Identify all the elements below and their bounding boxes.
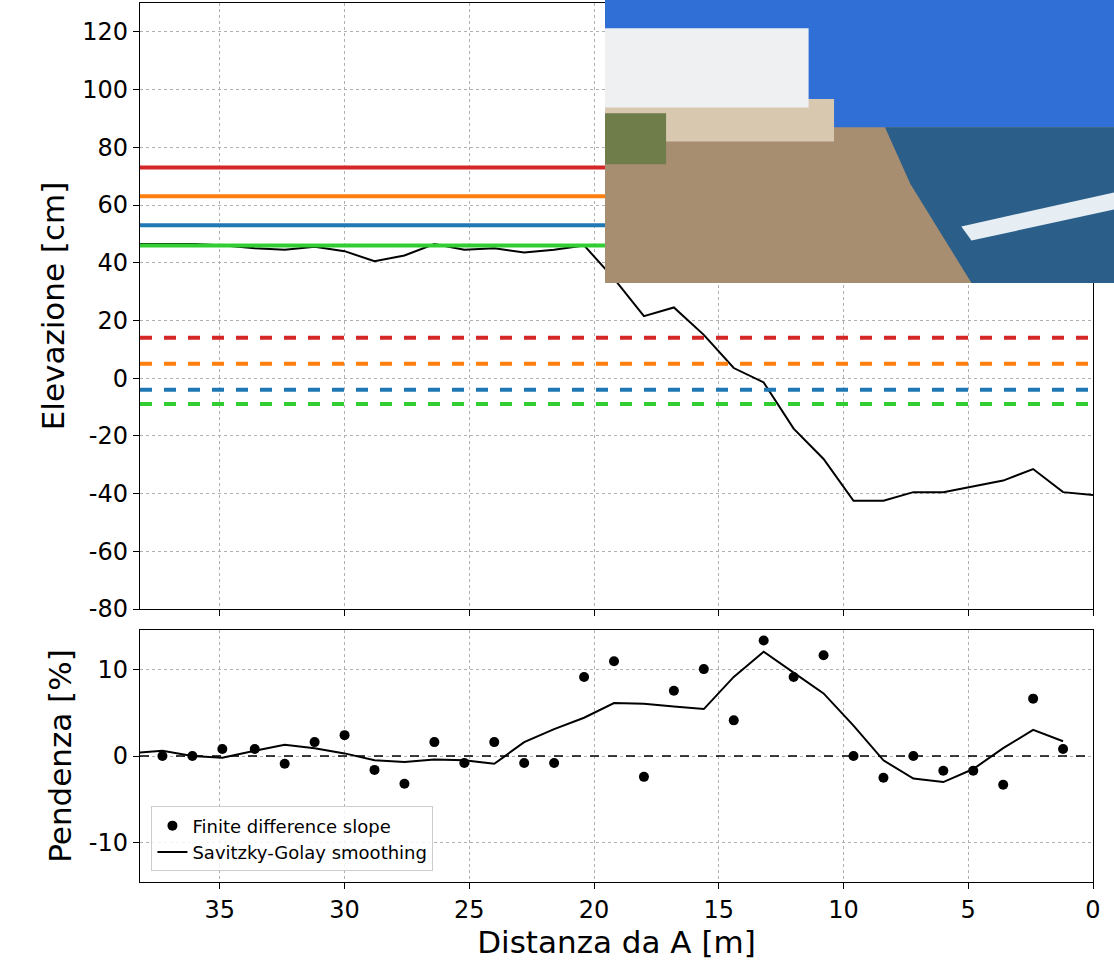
svg-text:80: 80: [97, 134, 128, 162]
svg-text:Savitzky-Golay smoothing: Savitzky-Golay smoothing: [192, 842, 427, 863]
svg-text:Finite difference slope: Finite difference slope: [192, 816, 390, 837]
svg-text:40: 40: [97, 249, 128, 277]
svg-text:25: 25: [454, 896, 485, 924]
svg-text:10: 10: [97, 656, 128, 684]
svg-text:10: 10: [828, 896, 859, 924]
svg-text:-20: -20: [89, 422, 128, 450]
svg-text:15: 15: [704, 896, 735, 924]
svg-text:0: 0: [1085, 896, 1100, 924]
svg-text:Pendenza [%]: Pendenza [%]: [42, 649, 78, 862]
svg-text:-80: -80: [89, 595, 128, 623]
svg-text:100: 100: [82, 76, 128, 104]
svg-text:35: 35: [205, 896, 236, 924]
svg-text:Distanza da A [m]: Distanza da A [m]: [477, 924, 756, 960]
svg-text:5: 5: [961, 896, 976, 924]
svg-text:-10: -10: [89, 829, 128, 857]
svg-text:-60: -60: [89, 538, 128, 566]
svg-text:30: 30: [329, 896, 360, 924]
svg-text:-40: -40: [89, 480, 128, 508]
svg-text:20: 20: [579, 896, 610, 924]
svg-text:Elevazione [cm]: Elevazione [cm]: [35, 182, 71, 430]
svg-text:120: 120: [82, 18, 128, 46]
svg-text:20: 20: [97, 307, 128, 335]
svg-text:60: 60: [97, 191, 128, 219]
svg-text:0: 0: [113, 742, 128, 770]
svg-text:0: 0: [113, 365, 128, 393]
